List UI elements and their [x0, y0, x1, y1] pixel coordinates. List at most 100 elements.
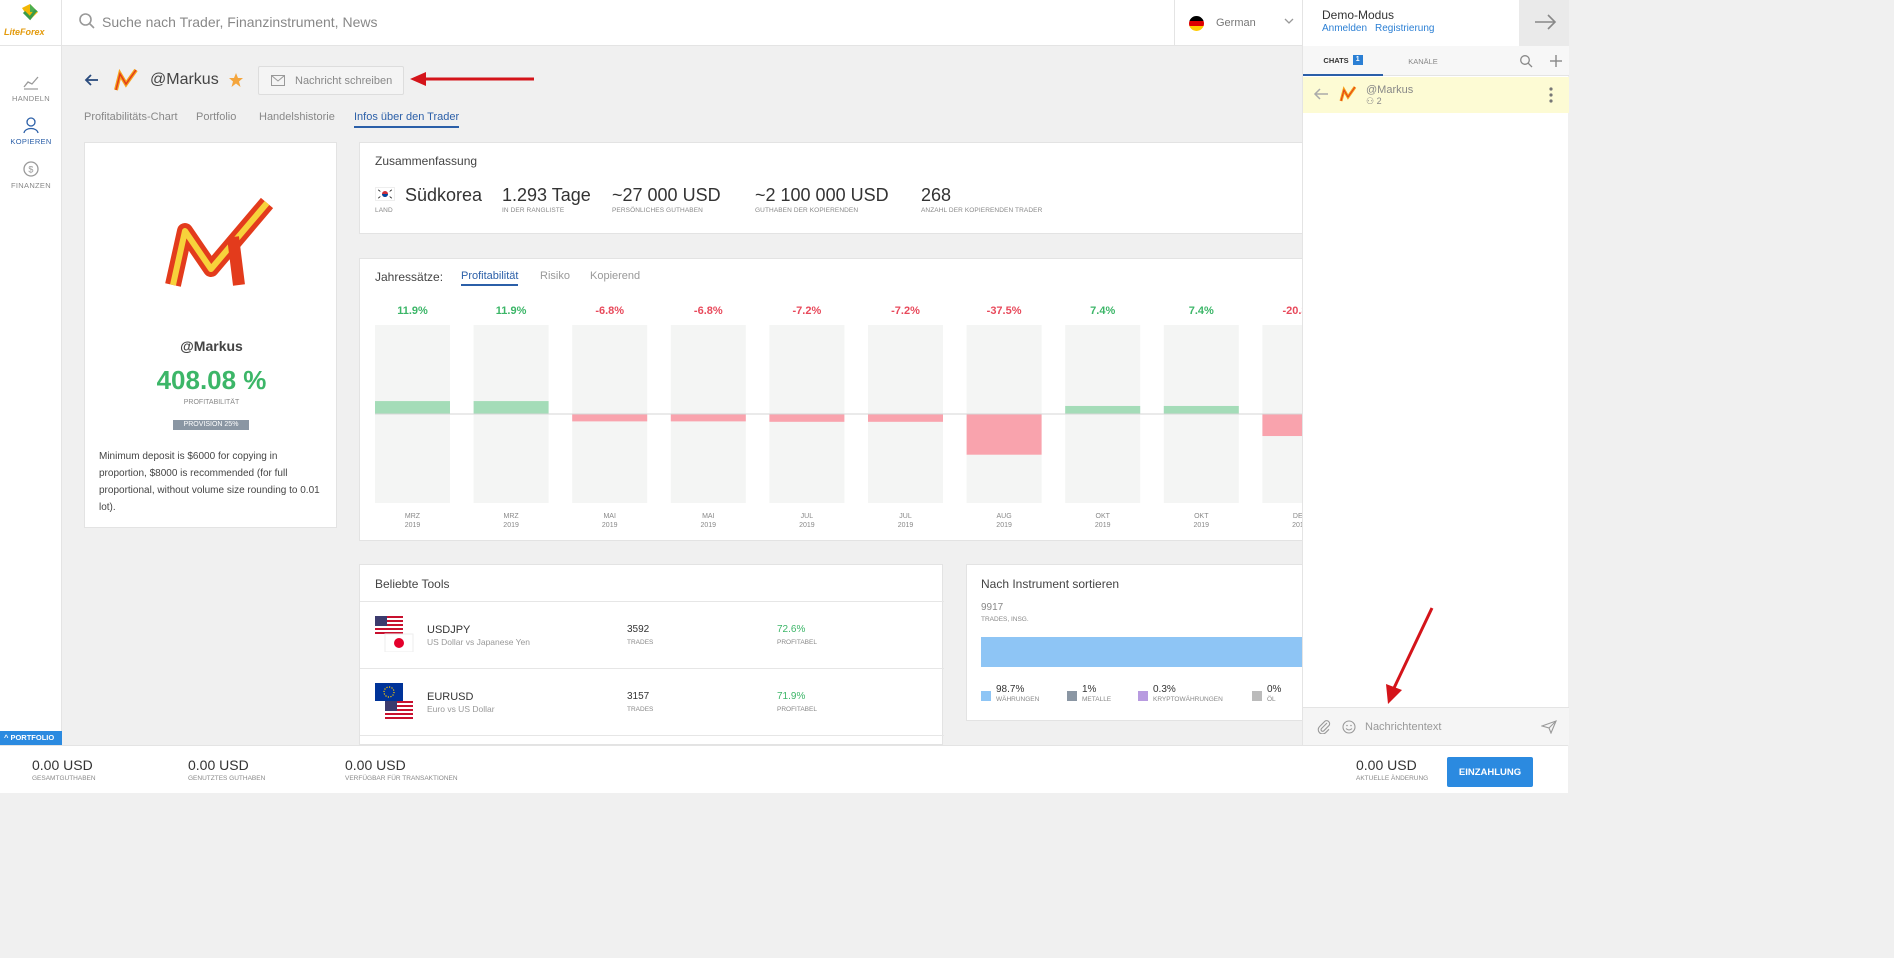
chart-bar — [572, 414, 648, 422]
chart-tick-label: 2019 — [1095, 522, 1111, 529]
chart-bar — [375, 401, 450, 414]
tool-profit: 72.6% — [777, 624, 806, 635]
people-icon: ⚇ — [1366, 96, 1377, 106]
login-link[interactable]: Anmelden — [1322, 23, 1368, 34]
footer-bar: 0.00 USD GESAMTGUTHABEN 0.00 USD GENUTZTES… — [0, 745, 1568, 793]
tab-portfolio[interactable]: Portfolio — [196, 111, 237, 123]
chart-tick-label: OKT — [1096, 513, 1111, 520]
chart-tick-label: 2019 — [996, 522, 1012, 529]
tab-channels[interactable]: KANÄLE — [1408, 56, 1438, 66]
sidebar-item-trade[interactable]: HANDELN — [0, 73, 62, 103]
tab-profitability-chart[interactable]: Profitabilitäts-Chart — [84, 111, 178, 123]
back-arrow-icon[interactable] — [1313, 87, 1329, 101]
tool-profit-label: PROFITABEL — [777, 639, 817, 646]
tool-trades-label: TRADES — [627, 639, 654, 646]
sidebar-item-copy[interactable]: KOPIEREN — [0, 116, 62, 146]
tool-symbol: EURUSD — [427, 691, 474, 703]
exit-button[interactable] — [1519, 0, 1569, 46]
provision-badge: PROVISION 25% — [173, 420, 249, 430]
instrument-distribution-bar — [981, 637, 1311, 667]
chart-bar — [473, 401, 549, 414]
search-icon[interactable] — [1519, 54, 1533, 68]
chart-tick-label: 2019 — [1194, 522, 1210, 529]
search-icon[interactable] — [78, 12, 96, 30]
south-korea-flag-icon — [375, 187, 395, 201]
chevron-down-icon — [1284, 18, 1294, 24]
chart-data-label: 7.4% — [1090, 305, 1115, 317]
chart-tick-label: 2019 — [898, 522, 914, 529]
tab-profitability[interactable]: Profitabilität — [461, 270, 519, 286]
write-message-button[interactable]: Nachricht schreiben — [258, 66, 404, 95]
send-icon[interactable] — [1541, 720, 1557, 734]
summary-card: Zusammenfassung Südkorea LAND 1.293 Tage I… — [359, 142, 1319, 234]
trader-name: @Markus — [150, 71, 219, 88]
tab-risk[interactable]: Risiko — [540, 270, 570, 282]
chart-tick-label: DEZ — [1293, 513, 1302, 520]
more-vertical-icon[interactable] — [1549, 87, 1553, 103]
usd-jpy-flags-icon — [375, 616, 414, 652]
stat-copier-count: 268 ANZAHL DER KOPIERENDEN TRADER — [921, 185, 1043, 214]
trader-avatar — [114, 68, 138, 91]
profile-card: @Markus 408.08 % PROFITABILITÄT PROVISIO… — [84, 142, 337, 528]
trader-avatar — [1339, 86, 1357, 102]
chart-tick-label: 2019 — [405, 522, 421, 529]
deposit-button[interactable]: EINZAHLUNG — [1447, 757, 1533, 787]
plus-icon[interactable] — [1549, 54, 1563, 68]
eur-usd-flags-icon — [375, 683, 413, 719]
instrument-sort-card: Nach Instrument sortieren 9917 TRADES, I… — [966, 564, 1316, 721]
annotation-arrow — [410, 72, 534, 86]
portfolio-toggle[interactable]: ^ PORTFOLIO — [0, 731, 62, 745]
portfolio-label: PORTFOLIO — [10, 733, 55, 742]
table-row — [360, 735, 944, 746]
table-row[interactable]: EURUSD Euro vs US Dollar 3157 TRADES 71.… — [360, 668, 944, 735]
register-link[interactable]: Registrierung — [1375, 23, 1435, 34]
emoji-icon[interactable] — [1342, 720, 1356, 734]
total-trades-label: TRADES, INSG. — [981, 616, 1029, 623]
tool-profit: 71.9% — [777, 691, 806, 702]
german-flag-icon — [1189, 15, 1204, 31]
paperclip-icon[interactable] — [1317, 720, 1331, 734]
tool-symbol: USDJPY — [427, 624, 471, 636]
chart-data-label: -6.8% — [595, 305, 624, 317]
search-input[interactable] — [102, 10, 602, 34]
chart-data-label: 11.9% — [496, 305, 527, 317]
chat-room-name: @Markus — [1366, 84, 1414, 96]
tab-trading-history[interactable]: Handelshistorie — [259, 111, 335, 123]
tab-chats[interactable]: CHATS 1 — [1303, 46, 1383, 76]
sidebar-item-finance[interactable]: $ FINANZEN — [0, 160, 62, 190]
chart-tick-label: MRZ — [504, 513, 520, 520]
chevron-up-icon: ^ — [4, 733, 11, 742]
tool-description: US Dollar vs Japanese Yen — [427, 637, 531, 647]
chart-data-label: -20.3% — [1282, 305, 1302, 317]
profile-name: @Markus — [180, 338, 243, 354]
chart-tick-label: JUL — [899, 513, 912, 520]
back-arrow-icon[interactable] — [84, 72, 100, 88]
message-input[interactable] — [1365, 718, 1535, 736]
chart-tick-label: 2019 — [799, 522, 815, 529]
sidebar-item-label: FINANZEN — [11, 181, 51, 190]
brand-logo[interactable]: LiteForex — [0, 0, 62, 46]
legend-swatch — [981, 691, 991, 701]
language-selector[interactable]: German — [1174, 0, 1302, 46]
yearly-rates-card: Jahressätze: Profitabilität Risiko Kopie… — [359, 258, 1319, 541]
tool-description: Euro vs US Dollar — [427, 704, 495, 714]
total-trades: 9917 — [981, 602, 1004, 613]
chart-tick-label: 2019 — [503, 522, 519, 529]
chart-data-label: 11.9% — [397, 305, 428, 317]
chart-bar — [670, 414, 746, 422]
footer-used-balance: 0.00 USD GENUTZTES GUTHABEN — [188, 757, 266, 782]
chart-bar — [1262, 414, 1302, 437]
tab-copying[interactable]: Kopierend — [590, 270, 641, 282]
chat-panel: Demo-Modus Anmelden Registrierung CHATS 1… — [1302, 0, 1569, 745]
chat-count-badge: 1 — [1352, 55, 1363, 65]
chart-tick-label: AUG — [997, 513, 1012, 520]
summary-title: Zusammenfassung — [375, 154, 478, 168]
chart-data-label: -7.2% — [891, 305, 920, 317]
tab-trader-info[interactable]: Infos über den Trader — [354, 111, 460, 128]
message-composer — [1303, 707, 1569, 745]
chat-room-members: ⚇ 2 — [1366, 96, 1382, 106]
stat-country: Südkorea LAND — [375, 185, 483, 214]
star-icon[interactable] — [228, 72, 244, 88]
table-row[interactable]: USDJPY US Dollar vs Japanese Yen 3592 TR… — [360, 601, 944, 668]
chat-room-row[interactable]: @Markus ⚇ 2 — [1303, 77, 1569, 113]
